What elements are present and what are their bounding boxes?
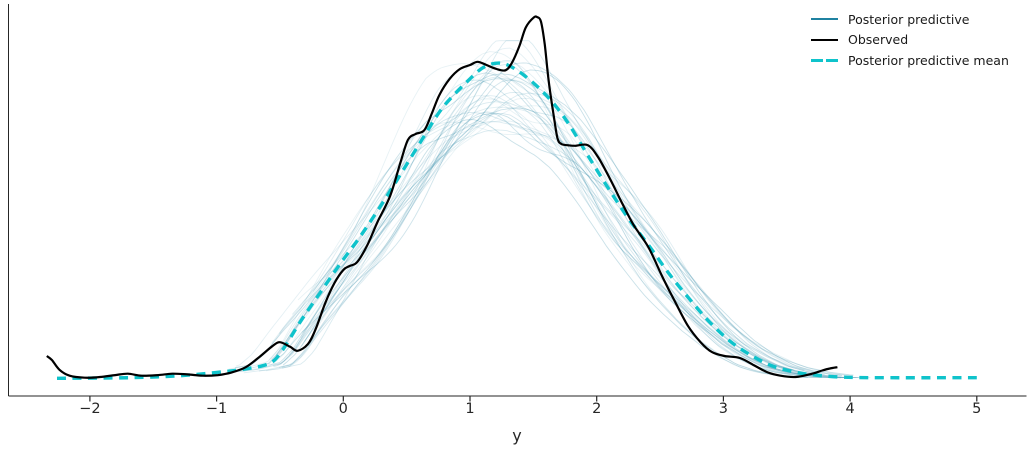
x-tick-label: 3 — [718, 401, 728, 417]
posterior-predictive-sample-line — [230, 79, 835, 377]
legend-label: Posterior predictive mean — [848, 52, 1009, 68]
posterior-predictive-sample-line — [282, 69, 843, 376]
posterior-predictive-sample-line — [292, 101, 791, 375]
x-axis-title: y — [512, 426, 522, 445]
posterior-predictive-sample-line — [274, 78, 842, 379]
legend-line — [811, 38, 838, 41]
x-tick-label: −1 — [205, 401, 228, 417]
posterior-predictive-sample-line — [271, 40, 854, 377]
x-tick-label: 2 — [592, 401, 602, 417]
posterior-predictive-sample-line — [235, 98, 822, 377]
legend-label: Observed — [848, 32, 909, 48]
x-tick-label: 0 — [338, 401, 348, 417]
legend-line — [811, 18, 838, 21]
posterior-predictive-sample-line — [275, 119, 808, 378]
x-tick-label: 5 — [972, 401, 982, 417]
legend-dashed-line-sample-icon — [811, 58, 838, 62]
posterior-predictive-sample-line — [301, 59, 857, 378]
posterior-predictive-sample-line — [237, 63, 805, 375]
x-tick-label: 1 — [465, 401, 475, 417]
legend-line-sample-icon — [811, 38, 838, 41]
posterior-predictive-sample-line — [261, 72, 859, 379]
posterior-predictive-sample-line — [235, 105, 841, 376]
posterior-predictive-sample-line — [269, 51, 851, 379]
posterior-predictive-sample-line — [278, 120, 846, 379]
posterior-predictive-sample-line — [308, 111, 822, 378]
legend-entry-posterior-predictive-mean: Posterior predictive mean — [811, 50, 1009, 71]
legend-dash — [811, 58, 823, 62]
posterior-predictive-sample-line — [281, 113, 849, 379]
x-tick-label: 4 — [845, 401, 855, 417]
legend-label: Posterior predictive — [848, 11, 970, 27]
posterior-predictive-sample-line — [258, 40, 830, 377]
legend-dash — [826, 58, 838, 62]
posterior-predictive-mean-line — [56, 61, 977, 380]
posterior-predictive-sample-line — [304, 92, 814, 373]
legend-line-sample-icon — [811, 18, 838, 21]
posterior-predictive-sample-line — [313, 61, 816, 376]
posterior-predictive-sample-line — [243, 95, 849, 379]
observed-line — [46, 15, 838, 379]
posterior-predictive-sample-line — [301, 129, 842, 377]
posterior-predictive-sample-line — [273, 64, 814, 374]
posterior-predictive-sample-line — [228, 106, 830, 378]
legend-entry-posterior-predictive: Posterior predictive — [811, 9, 1009, 30]
posterior-predictive-sample-line — [279, 111, 869, 379]
posterior-predictive-sample-line — [234, 107, 806, 375]
legend-entry-observed: Observed — [811, 30, 1009, 51]
x-tick-label: −2 — [79, 401, 101, 417]
legend: Posterior predictive Observed Posterior … — [811, 9, 1009, 71]
posterior-predictive-sample-line — [275, 112, 854, 376]
posterior-predictive-sample-line — [266, 95, 822, 378]
posterior-predictive-sample-line — [281, 97, 795, 371]
posterior-predictive-sample-line — [300, 47, 803, 373]
